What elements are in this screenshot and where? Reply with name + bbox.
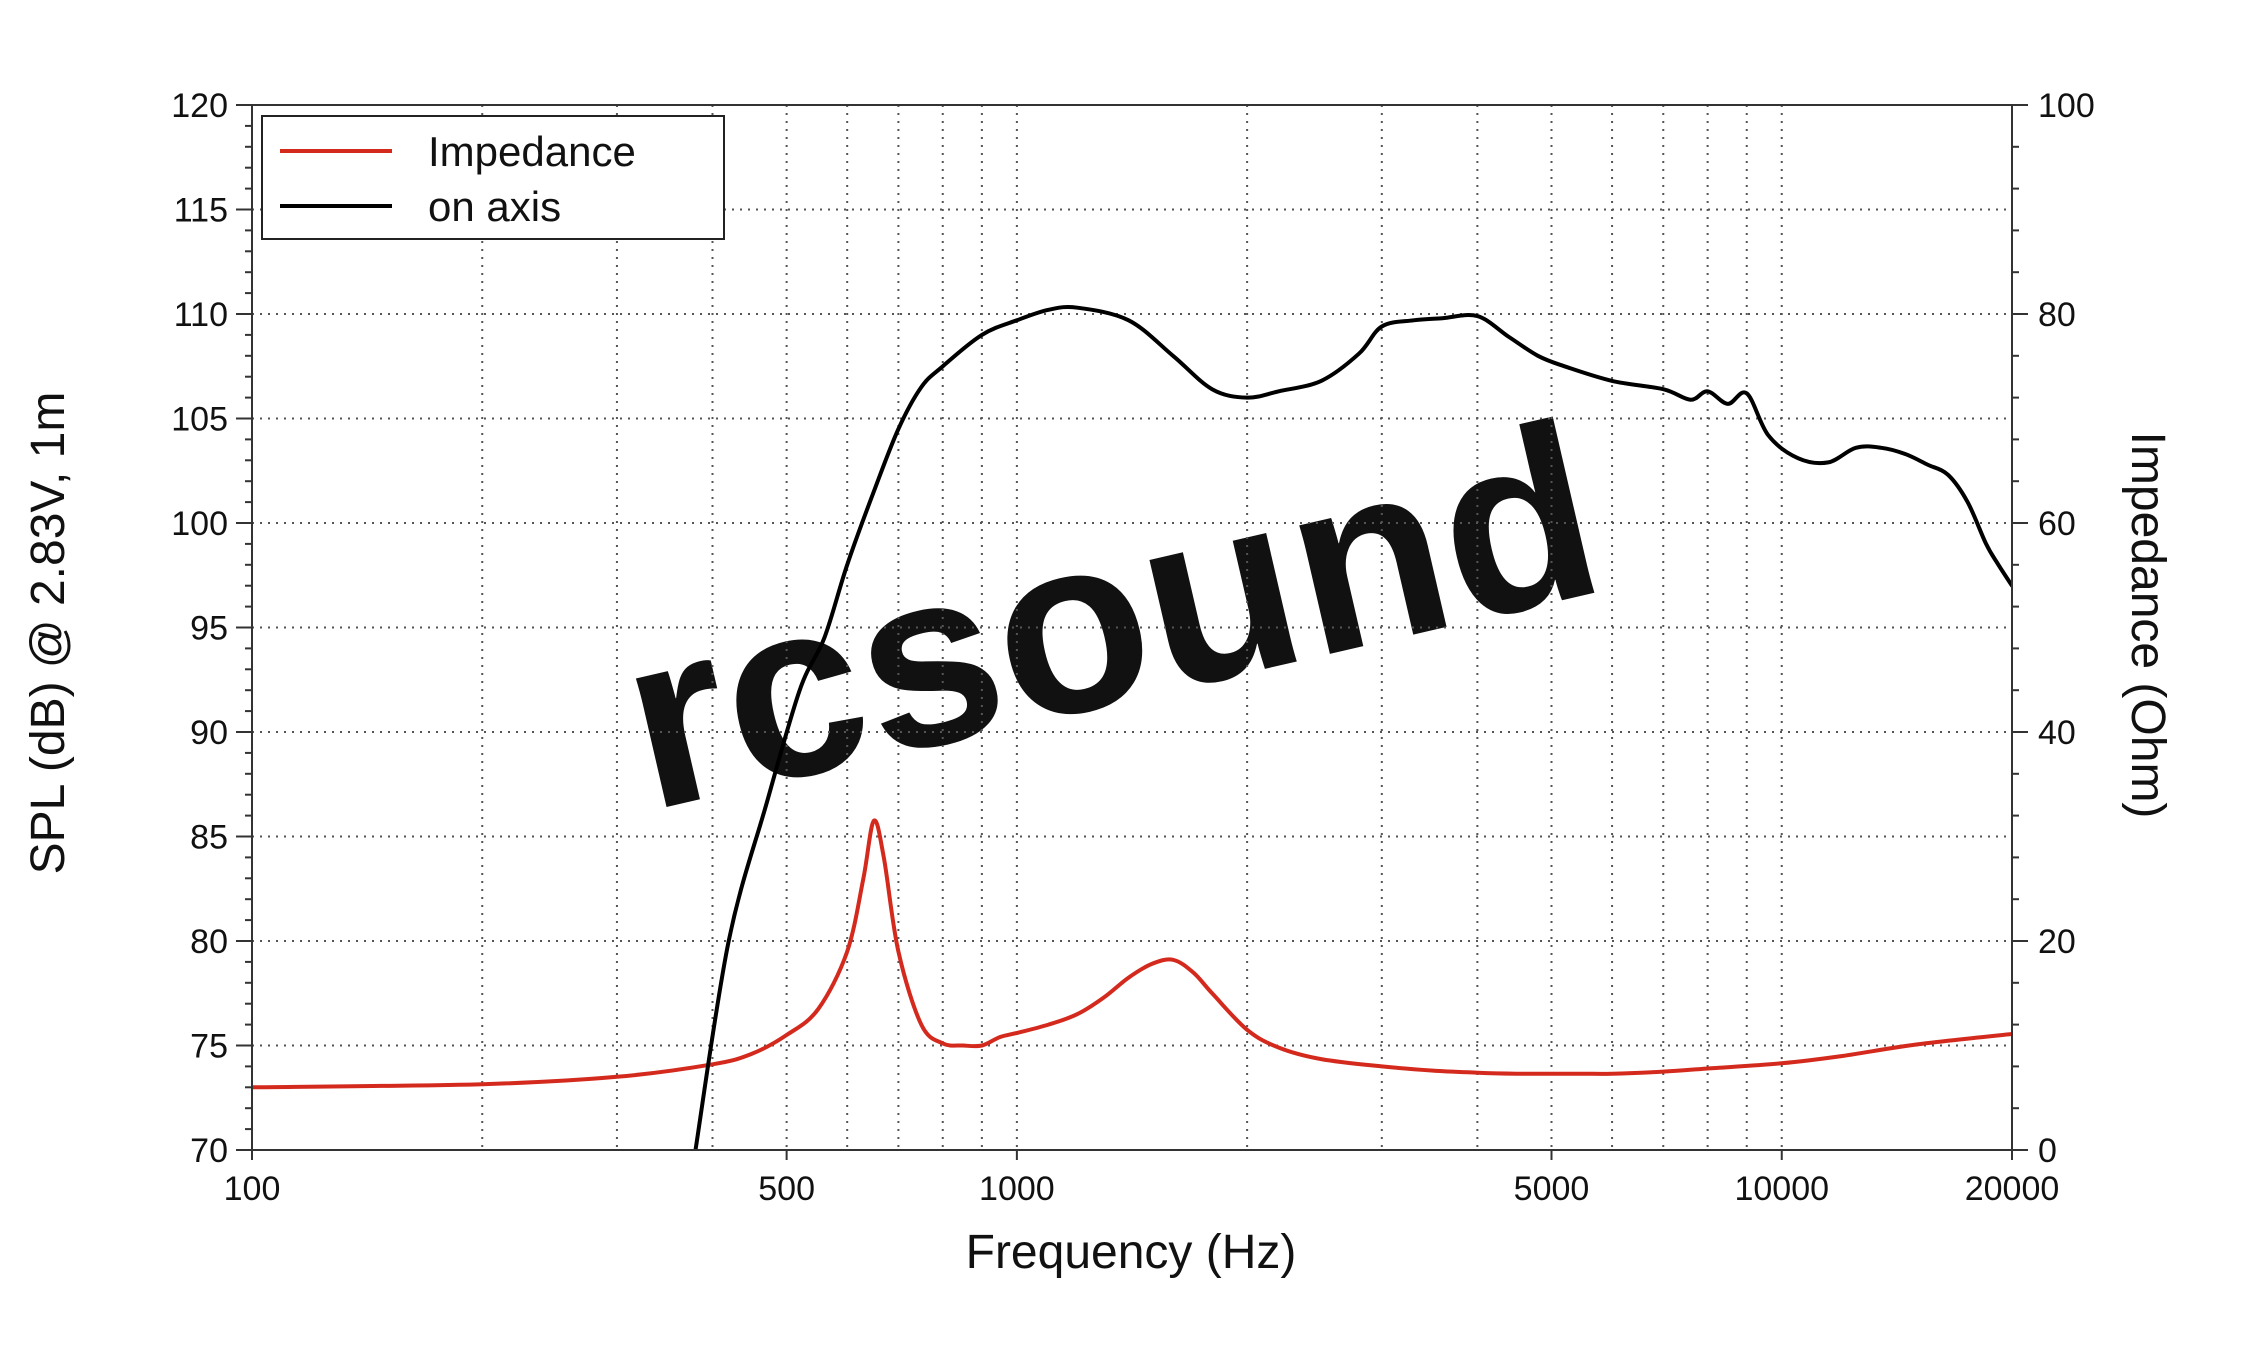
- y2-tick-label: 80: [2038, 296, 2076, 334]
- series-layer: [252, 305, 2012, 1150]
- x-tick-label: 500: [758, 1170, 815, 1208]
- y-tick-label: 75: [190, 1028, 228, 1066]
- y2-tick-label: 0: [2038, 1132, 2057, 1170]
- legend: Impedance on axis: [261, 115, 725, 240]
- grid-lines: [252, 105, 2012, 1150]
- y-tick-label: 80: [190, 923, 228, 961]
- y-axis-title: SPL (dB) @ 2.83V, 1m: [22, 392, 75, 875]
- y-tick-label: 70: [190, 1132, 228, 1170]
- x-tick-label: 20000: [1965, 1170, 2060, 1208]
- x-tick-label: 5000: [1514, 1170, 1590, 1208]
- y-tick-label: 110: [174, 296, 228, 334]
- y2-tick-label: 60: [2038, 505, 2076, 543]
- axes: [236, 104, 2028, 1160]
- x-tick-label: 10000: [1734, 1170, 1829, 1208]
- y-tick-label: 115: [174, 192, 228, 230]
- y-tick-label: 120: [171, 87, 228, 125]
- y-tick-label: 105: [171, 401, 228, 439]
- y-tick-label: 85: [190, 819, 228, 857]
- y2-tick-label: 20: [2038, 923, 2076, 961]
- legend-box: [261, 115, 725, 240]
- y2-tick-label: 100: [2038, 87, 2095, 125]
- y-tick-label: 95: [190, 610, 228, 648]
- series-line-on-axis: [693, 305, 2012, 1150]
- x-tick-label: 100: [224, 1170, 281, 1208]
- y-tick-label: 100: [171, 505, 228, 543]
- y-tick-label: 90: [190, 714, 228, 752]
- legend-label-on-axis: on axis: [428, 183, 561, 230]
- series-line-impedance: [252, 818, 2012, 1090]
- tick-labels: 70 75 80 85 90 95 100 105 110 115 120 0 20 40 60 80 100 1…: [171, 87, 2094, 1208]
- y2-axis-title: Impedance (Ohm): [2121, 432, 2174, 819]
- x-axis-title: Frequency (Hz): [966, 1226, 1297, 1279]
- y2-tick-label: 40: [2038, 714, 2076, 752]
- watermark-logo: rcsound: [599, 369, 1623, 863]
- x-tick-label: 1000: [979, 1170, 1055, 1208]
- legend-label-impedance: Impedance: [428, 128, 636, 175]
